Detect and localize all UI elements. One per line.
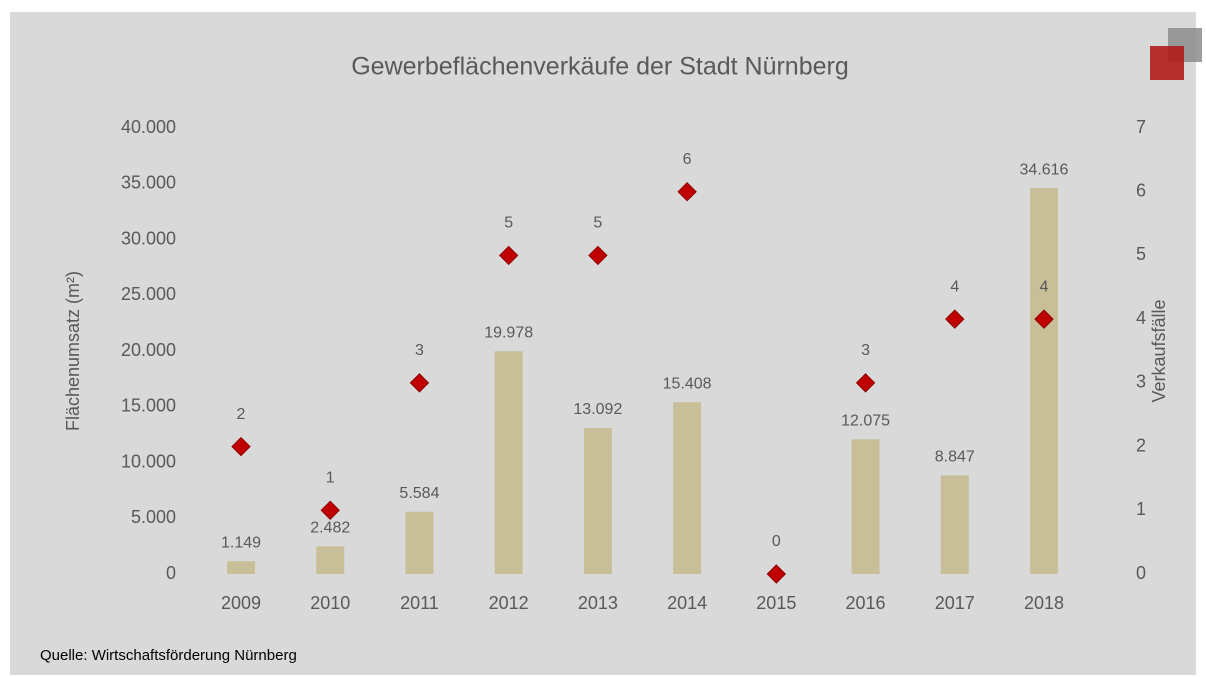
y-tick-label: 15.000	[121, 396, 176, 416]
marker	[231, 436, 251, 457]
y-tick-label: 5.000	[131, 507, 176, 527]
data-label: 1	[326, 470, 335, 487]
bar	[940, 475, 969, 574]
y-tick-label: 35.000	[121, 173, 176, 193]
y2-tick-label: 2	[1136, 435, 1146, 455]
marker	[498, 245, 519, 266]
y2-tick-label: 0	[1136, 563, 1146, 583]
y2-tick-label: 6	[1136, 180, 1146, 200]
y-tick-label: 30.000	[121, 228, 176, 248]
marker	[855, 373, 876, 393]
y2-tick-label: 3	[1136, 372, 1146, 392]
x-tick-label: 2014	[667, 593, 707, 613]
x-tick-label: 2010	[310, 593, 350, 613]
logo-red	[1150, 46, 1184, 80]
data-label: 5.584	[399, 485, 439, 502]
y-tick-label: 20.000	[121, 340, 176, 360]
source-note: Quelle: Wirtschaftsförderung Nürnberg	[40, 647, 297, 664]
y2-tick-label: 7	[1136, 117, 1146, 137]
data-label: 8.847	[935, 449, 975, 466]
bar	[1029, 188, 1058, 574]
x-tick-label: 2011	[400, 593, 439, 613]
y-tick-label: 10.000	[121, 451, 176, 471]
marker	[588, 245, 608, 266]
chart-title: Gewerbeflächenverkäufe der Stadt Nürnber…	[351, 53, 849, 81]
data-label: 5	[504, 215, 513, 232]
data-label: 3	[415, 342, 424, 359]
y-tick-label: 25.000	[121, 284, 176, 304]
y2-tick-label: 4	[1136, 308, 1146, 328]
bar	[673, 402, 702, 574]
data-label: 2	[237, 406, 246, 423]
y-axis-label: Flächenumsatz (m²)	[63, 271, 83, 431]
bar	[851, 439, 880, 574]
bar	[316, 546, 345, 574]
data-label: 5	[593, 215, 602, 232]
y-tick-label: 40.000	[121, 117, 176, 137]
y-tick-label: 0	[166, 563, 176, 583]
marker	[766, 564, 787, 584]
data-label: 4	[1040, 278, 1049, 295]
x-tick-label: 2018	[1024, 593, 1064, 613]
bar	[227, 561, 256, 574]
chart-background	[10, 12, 1196, 675]
data-label: 34.616	[1020, 161, 1069, 178]
x-tick-label: 2017	[935, 593, 975, 613]
marker	[945, 309, 965, 329]
x-tick-label: 2015	[756, 593, 796, 613]
data-label: 2.482	[310, 520, 350, 537]
data-label: 0	[772, 533, 781, 550]
x-tick-label: 2009	[221, 593, 261, 613]
bar	[583, 428, 612, 574]
x-tick-label: 2012	[489, 593, 529, 613]
data-label: 6	[683, 151, 692, 168]
marker	[320, 500, 340, 520]
marker	[677, 182, 697, 202]
data-label: 3	[861, 342, 870, 359]
data-label: 15.408	[663, 375, 712, 392]
y2-tick-label: 5	[1136, 244, 1146, 264]
data-label: 13.092	[573, 401, 622, 418]
bar	[405, 511, 434, 574]
data-label: 4	[950, 278, 959, 295]
x-tick-label: 2016	[846, 593, 886, 613]
marker	[1034, 309, 1054, 329]
bar	[494, 351, 523, 574]
marker	[409, 373, 430, 393]
y2-axis-label: Verkaufsfälle	[1149, 299, 1169, 402]
x-tick-label: 2013	[578, 593, 618, 613]
data-label: 19.978	[484, 324, 533, 341]
data-label: 12.075	[841, 413, 890, 430]
y2-tick-label: 1	[1136, 499, 1146, 519]
data-label: 1.149	[221, 534, 261, 551]
